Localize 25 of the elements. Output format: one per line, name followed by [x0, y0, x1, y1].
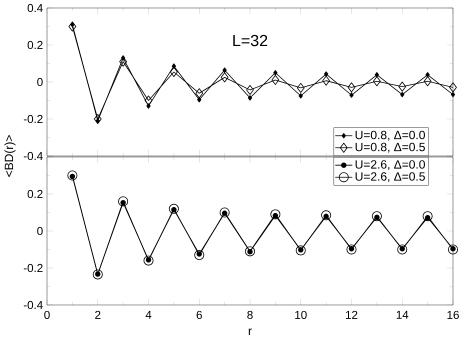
x-tick-label: 6: [196, 310, 202, 319]
y-axis-title: <BD(r)>: [4, 135, 16, 177]
x-tick-label: 14: [396, 310, 408, 319]
y-tick-label: 0.2: [28, 40, 43, 50]
y-tick-label: -0.2: [24, 114, 43, 124]
legend-label: U=0.8, Δ=0.5: [356, 142, 425, 153]
x-tick-label: 8: [247, 310, 253, 319]
y-tick-label: 0: [37, 226, 43, 236]
legend-label: U=0.8, Δ=0.0: [356, 130, 425, 141]
legend-label: U=2.6, Δ=0.5: [356, 172, 425, 182]
x-tick-label: 0: [44, 310, 50, 319]
x-tick-label: 16: [447, 310, 459, 319]
x-tick-label: 12: [346, 310, 358, 319]
x-tick-label: 10: [295, 310, 307, 319]
y-tick-label: 0.2: [28, 190, 43, 198]
y-tick-label: -0.2: [24, 264, 43, 272]
y-tick-label: -0.4: [24, 152, 43, 160]
x-tick-label: 4: [146, 310, 152, 319]
y-tick-label: -0.4: [24, 300, 43, 310]
legend-label: U=2.6, Δ=0.0: [356, 160, 425, 170]
x-tick-label: 2: [95, 310, 100, 319]
annotation: L=32: [233, 34, 268, 46]
y-tick-label: 0: [37, 78, 43, 86]
y-tick-label: 0.4: [28, 4, 43, 12]
x-axis-title: r: [248, 328, 252, 335]
